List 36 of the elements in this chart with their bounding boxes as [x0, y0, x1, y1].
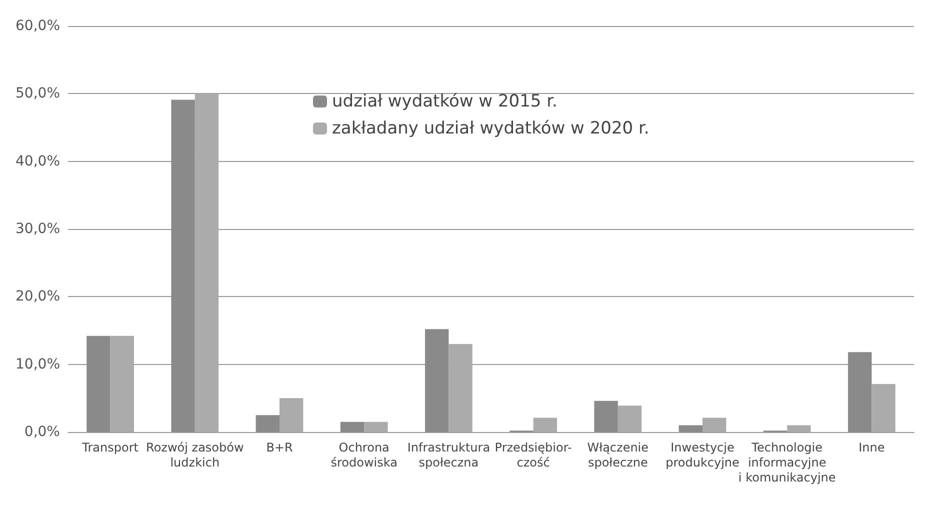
bar — [340, 422, 364, 432]
bar — [533, 418, 557, 432]
bar — [872, 384, 896, 432]
y-tick-label: 10,0% — [16, 356, 60, 372]
x-tick-label: B+R — [266, 440, 293, 454]
x-tick-label: Infrastruktura społeczna — [407, 440, 490, 470]
bar — [678, 425, 702, 432]
x-tick-label: Inne — [858, 440, 885, 454]
legend-label: udział wydatków w 2015 r. — [332, 92, 558, 112]
bar — [110, 336, 134, 432]
x-tick-label: Technologie informacyjne i komunikacyjne — [738, 440, 836, 484]
y-tick-label: 60,0% — [16, 18, 60, 34]
bar — [787, 425, 811, 432]
y-tick-label: 50,0% — [16, 86, 60, 102]
bar — [86, 336, 110, 432]
bar — [194, 94, 219, 432]
bar — [425, 329, 449, 432]
bar — [448, 344, 472, 432]
bar — [594, 400, 618, 432]
legend-label: zakładany udział wydatków w 2020 r. — [332, 118, 650, 138]
bar — [280, 398, 304, 432]
x-tick-label: Włączenie społeczne — [587, 440, 649, 470]
x-tick-label: Rozwój zasobów ludzkich — [146, 440, 244, 470]
bar — [702, 418, 726, 432]
bar — [171, 100, 195, 432]
bar — [618, 406, 642, 432]
bar — [364, 422, 388, 432]
x-tick-label: Przedsiębior- czość — [494, 440, 572, 470]
y-tick-label: 40,0% — [16, 153, 60, 170]
x-tick-label: Ochrona środowiska — [330, 440, 398, 470]
bar — [256, 415, 280, 432]
y-tick-label: 20,0% — [16, 288, 60, 305]
x-tick-label: Transport — [81, 440, 139, 454]
y-tick-label: 30,0% — [16, 221, 60, 237]
y-tick-label: 0,0% — [24, 424, 60, 440]
bar — [848, 352, 872, 432]
